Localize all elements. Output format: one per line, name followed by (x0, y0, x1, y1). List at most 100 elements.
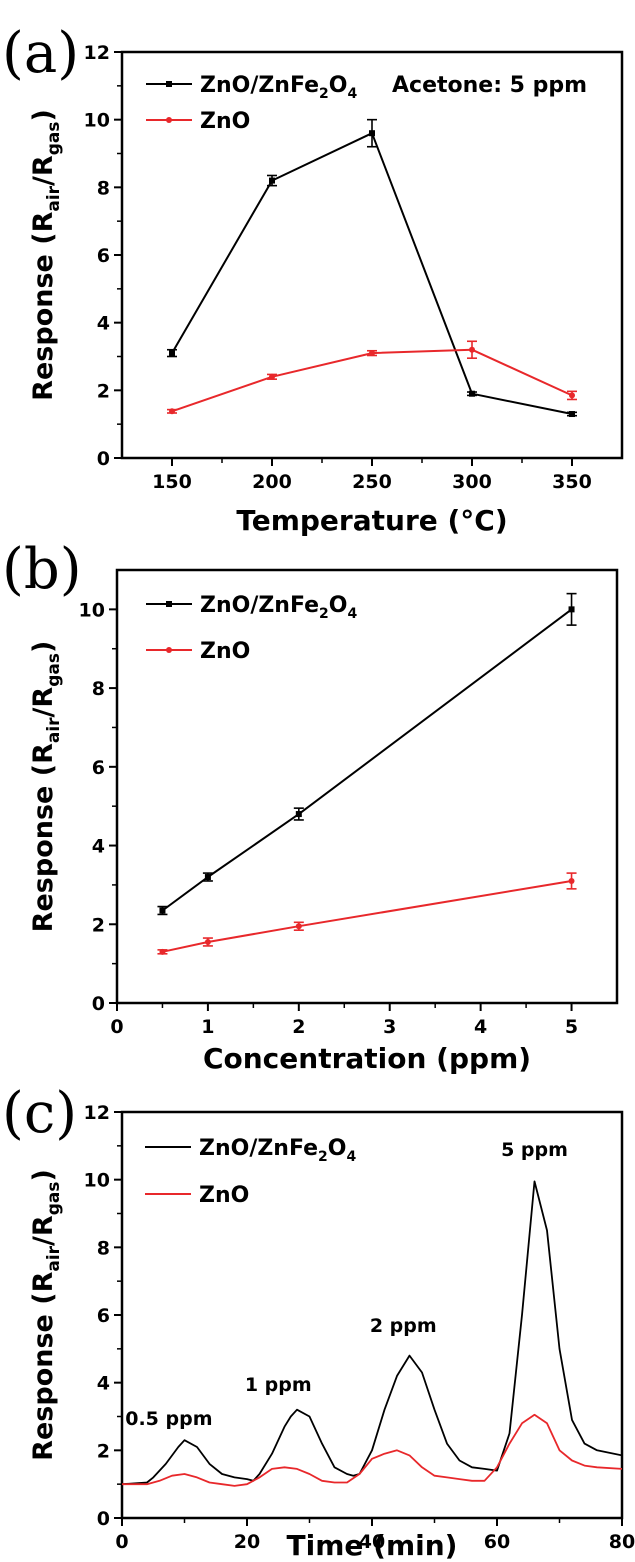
series-znfe2o4 (122, 1180, 622, 1486)
y-tick-label: 0 (97, 1508, 110, 1530)
panel-letter: (b) (2, 537, 82, 602)
y-tick-label: 10 (79, 599, 105, 621)
y-tick-label: 4 (97, 313, 110, 335)
y-tick-label: 10 (84, 1170, 110, 1192)
chart-panel-b: (b) 0 1 2 3 4 5 0 2 4 6 8 10 Concentration (ppm) Respo… (2, 537, 619, 1075)
x-tick-label: 3 (383, 1016, 396, 1038)
series-line (171, 132, 573, 415)
data-point (159, 948, 166, 955)
x-axis-title: Time (min) (287, 1529, 458, 1562)
series-zno (167, 340, 577, 415)
y-tick-label: 4 (97, 1373, 110, 1395)
x-tick-label: 4 (474, 1016, 487, 1038)
legend-marker (166, 81, 172, 87)
x-tick-label: 40 (359, 1531, 385, 1553)
data-point (204, 874, 211, 881)
data-point (169, 350, 175, 357)
chart-panel-c: (c) 0 20 40 60 80 0 2 4 6 8 10 12 Time (min) Response … (2, 1081, 635, 1562)
y-tick-label: 2 (92, 914, 105, 936)
data-point (269, 373, 275, 380)
peak-annotation: 2 ppm (370, 1315, 437, 1337)
chart-panel-a: (a) 150 200 250 300 350 0 2 4 6 8 10 12 Temperature (… (2, 21, 624, 537)
y-tick-label: 4 (92, 836, 105, 858)
series-zno (122, 1413, 622, 1487)
legend-label: ZnO/ZnFe2O4 (200, 73, 357, 102)
y-tick-label: 6 (97, 245, 110, 267)
x-axis-title: Concentration (ppm) (203, 1042, 531, 1075)
plot-frame (120, 50, 624, 460)
y-axis-title: Response (Rair/Rgas) (28, 641, 64, 933)
series-zno (157, 872, 577, 955)
legend-entry: ZnO/ZnFe2O4 (145, 1136, 356, 1165)
legend-label: ZnO (200, 639, 250, 664)
x-axis-title: Temperature (°C) (236, 504, 507, 537)
x-tick-label: 0 (110, 1016, 123, 1038)
data-point (295, 923, 302, 930)
legend-label: ZnO/ZnFe2O4 (199, 1136, 356, 1165)
data-point (204, 938, 211, 945)
y-tick-label: 6 (92, 757, 105, 779)
legend-entry: ZnO/ZnFe2O4 (146, 73, 357, 102)
data-point (568, 877, 575, 884)
series-znfe2o4 (157, 592, 577, 916)
y-tick-label: 12 (84, 42, 110, 64)
y-axis-title: Response (Rair/Rgas) (28, 1169, 64, 1461)
data-point (568, 606, 575, 613)
y-tick-label: 8 (97, 177, 110, 199)
data-point (169, 408, 175, 415)
legend-marker (166, 647, 172, 653)
legend-marker (166, 117, 172, 123)
series-line (122, 1413, 622, 1487)
x-tick-label: 2 (292, 1016, 305, 1038)
legend-label: ZnO/ZnFe2O4 (200, 593, 357, 622)
y-tick-label: 8 (97, 1237, 110, 1259)
series-line (162, 880, 572, 953)
data-point (159, 907, 166, 914)
data-point (469, 346, 475, 353)
x-tick-label: 300 (452, 471, 492, 493)
legend-entry: ZnO (146, 109, 250, 134)
x-tick-label: 250 (352, 471, 392, 493)
data-point (369, 130, 375, 137)
x-tick-label: 150 (152, 471, 192, 493)
x-tick-label: 350 (552, 471, 592, 493)
data-point (469, 390, 475, 397)
series-line (161, 608, 573, 912)
series-line (122, 1180, 622, 1486)
x-tick-label: 1 (201, 1016, 214, 1038)
legend-label: ZnO (200, 109, 250, 134)
data-point (269, 177, 275, 184)
y-tick-label: 12 (84, 1102, 110, 1124)
legend-marker (166, 601, 172, 607)
x-tick-label: 20 (234, 1531, 260, 1553)
legend-entry: ZnO/ZnFe2O4 (146, 593, 357, 622)
x-tick-label: 80 (609, 1531, 635, 1553)
data-point (295, 811, 302, 818)
y-tick-label: 0 (92, 993, 105, 1015)
panel-letter: (a) (2, 21, 79, 86)
y-tick-label: 2 (97, 380, 110, 402)
y-tick-label: 8 (92, 678, 105, 700)
series-znfe2o4 (167, 118, 577, 418)
y-tick-label: 0 (97, 448, 110, 470)
y-tick-label: 6 (97, 1305, 110, 1327)
data-point (369, 350, 375, 357)
x-tick-label: 5 (565, 1016, 578, 1038)
peak-annotation: 0.5 ppm (125, 1408, 212, 1430)
legend-label: ZnO (199, 1183, 249, 1208)
legend-entry: ZnO (145, 1183, 249, 1208)
y-tick-label: 10 (84, 110, 110, 132)
x-tick-label: 200 (252, 471, 292, 493)
data-point (569, 392, 575, 399)
x-tick-label: 60 (484, 1531, 510, 1553)
plot-frame (115, 568, 619, 1005)
data-point (569, 411, 575, 418)
condition-annotation: Acetone: 5 ppm (392, 73, 587, 98)
y-tick-label: 2 (97, 1440, 110, 1462)
peak-annotation: 5 ppm (501, 1139, 568, 1161)
y-axis-title: Response (Rair/Rgas) (28, 109, 64, 401)
panel-letter: (c) (2, 1081, 77, 1146)
peak-annotation: 1 ppm (245, 1374, 312, 1396)
legend-entry: ZnO (146, 639, 250, 664)
